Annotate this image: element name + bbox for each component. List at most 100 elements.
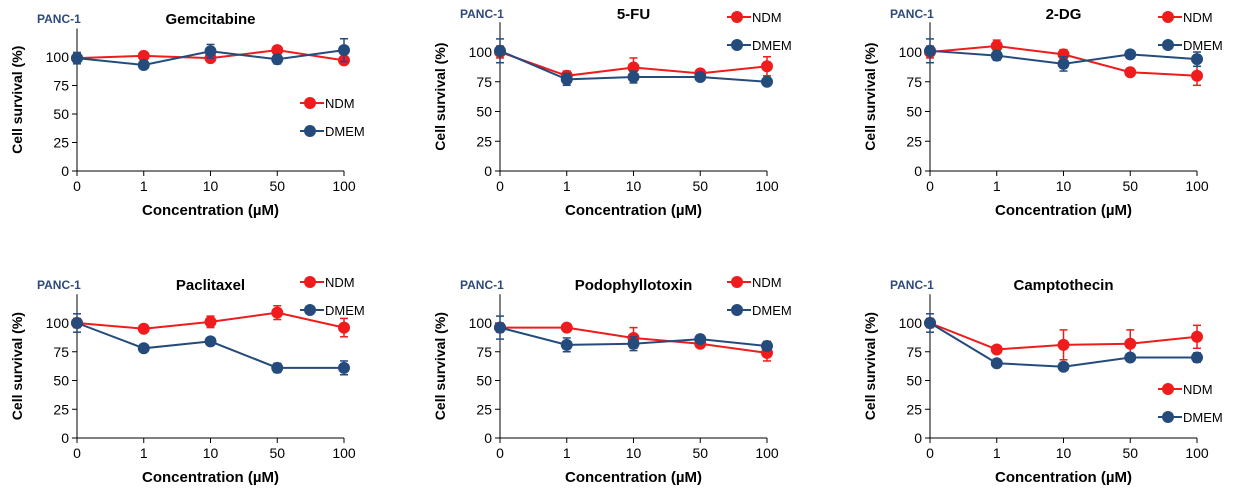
y-tick-label: 100 — [469, 315, 493, 331]
legend-marker — [304, 304, 316, 316]
series-dmem — [924, 38, 1203, 72]
legend: NDM DMEM — [300, 275, 365, 318]
x-tick-label: 0 — [926, 445, 934, 461]
y-tick-label: 0 — [61, 163, 69, 179]
legend: NDM DMEM — [1158, 382, 1223, 425]
legend-label: DMEM — [1183, 410, 1223, 425]
legend-marker — [731, 11, 743, 23]
y-tick-label: 100 — [469, 44, 493, 60]
data-point — [560, 338, 573, 351]
legend-label: NDM — [1183, 382, 1213, 397]
y-axis-label: Cell survival (%) — [9, 312, 25, 420]
x-tick-label: 50 — [692, 178, 708, 194]
data-point — [271, 44, 284, 57]
data-point — [271, 53, 284, 66]
chart-title: Camptothecin — [1013, 277, 1113, 294]
legend-label: NDM — [325, 96, 355, 111]
legend: NDM DMEM — [727, 275, 792, 318]
y-tick-label: 50 — [906, 373, 922, 389]
data-point — [338, 44, 350, 57]
cell-line-tag: PANC-1 — [890, 278, 934, 292]
x-tick-label: 1 — [140, 445, 148, 461]
data-point — [494, 321, 506, 334]
legend-marker — [1162, 11, 1174, 23]
x-tick-label: 50 — [692, 445, 708, 461]
y-tick-label: 25 — [906, 133, 922, 149]
data-point — [71, 317, 83, 329]
data-point — [204, 335, 217, 348]
y-tick-label: 100 — [899, 44, 923, 60]
chart-title: Gemcitabine — [165, 11, 255, 28]
data-point — [694, 70, 707, 83]
chart-panel-5: 0 25 50 75 100 0 1 10 50 100 Concentration (µM) Cel… — [432, 275, 792, 486]
legend-label: DMEM — [325, 124, 365, 139]
data-point — [1057, 338, 1070, 351]
legend-marker — [304, 125, 316, 137]
y-tick-label: 100 — [899, 315, 923, 331]
data-point — [1191, 53, 1203, 66]
x-axis-label: Concentration (µM) — [565, 469, 702, 486]
x-tick-label: 0 — [73, 178, 81, 194]
x-tick-label: 10 — [203, 178, 219, 194]
legend-marker — [304, 276, 316, 288]
y-tick-label: 25 — [906, 401, 922, 417]
legend-label: DMEM — [752, 303, 792, 318]
y-tick-label: 75 — [476, 344, 492, 360]
cell-line-tag: PANC-1 — [460, 7, 504, 21]
x-axis-label: Concentration (µM) — [995, 469, 1132, 486]
data-point — [1057, 360, 1070, 373]
y-tick-label: 0 — [484, 163, 492, 179]
data-point — [560, 73, 573, 86]
x-tick-label: 50 — [1122, 445, 1138, 461]
data-point — [1191, 69, 1203, 82]
legend-marker — [731, 39, 743, 51]
cell-line-tag: PANC-1 — [460, 278, 504, 292]
chart-panel-6: 0 25 50 75 100 0 1 10 50 100 Concentration (µM) Cel… — [862, 277, 1223, 486]
y-tick-label: 0 — [914, 163, 922, 179]
y-tick-label: 75 — [53, 78, 69, 94]
y-tick-label: 0 — [914, 430, 922, 446]
x-tick-label: 0 — [926, 178, 934, 194]
y-axis-label: Cell survival (%) — [9, 46, 25, 154]
data-point — [271, 361, 284, 374]
x-tick-label: 10 — [1056, 178, 1072, 194]
x-tick-label: 0 — [73, 445, 81, 461]
legend-label: DMEM — [1183, 38, 1223, 53]
y-tick-label: 0 — [61, 430, 69, 446]
chart-title: Paclitaxel — [176, 277, 245, 294]
data-point — [204, 315, 217, 328]
y-tick-label: 0 — [484, 430, 492, 446]
y-tick-label: 100 — [46, 49, 70, 65]
x-tick-label: 1 — [140, 178, 148, 194]
x-tick-label: 0 — [496, 445, 504, 461]
legend-label: DMEM — [325, 303, 365, 318]
x-tick-label: 100 — [332, 445, 356, 461]
x-tick-label: 10 — [1056, 445, 1072, 461]
data-point — [924, 317, 936, 329]
data-point — [1124, 66, 1137, 79]
legend-label: NDM — [752, 275, 782, 290]
legend-marker — [731, 304, 743, 316]
legend: NDM DMEM — [1158, 10, 1223, 53]
x-tick-label: 1 — [563, 178, 571, 194]
x-axis-label: Concentration (µM) — [142, 469, 279, 486]
cell-line-tag: PANC-1 — [37, 12, 81, 26]
data-point — [924, 44, 936, 57]
x-axis-label: Concentration (µM) — [142, 202, 279, 219]
y-tick-label: 75 — [906, 74, 922, 90]
cell-line-tag: PANC-1 — [890, 7, 934, 21]
chart-panel-3: 0 25 50 75 100 0 1 10 50 100 Concentration (µM) Cel… — [862, 6, 1223, 219]
data-point — [627, 337, 640, 350]
chart-title: Podophyllotoxin — [575, 277, 693, 294]
x-tick-label: 10 — [626, 445, 642, 461]
x-tick-label: 1 — [993, 178, 1001, 194]
y-tick-label: 100 — [46, 315, 70, 331]
legend-marker — [1162, 39, 1174, 51]
series-ndm — [924, 317, 1203, 361]
data-point — [1191, 351, 1203, 364]
y-tick-label: 75 — [53, 344, 69, 360]
x-tick-label: 50 — [269, 445, 285, 461]
cell-line-tag: PANC-1 — [37, 278, 81, 292]
legend-marker — [731, 276, 743, 288]
data-point — [137, 322, 150, 335]
